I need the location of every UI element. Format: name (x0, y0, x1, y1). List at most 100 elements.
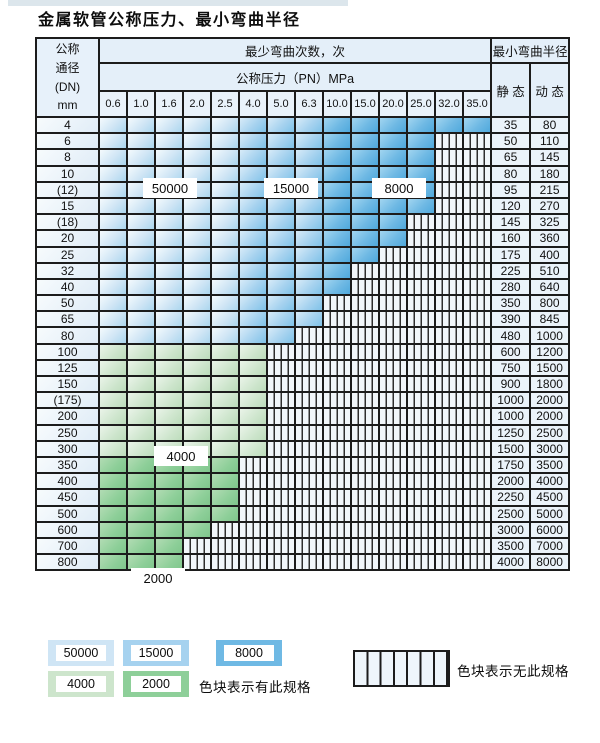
spec-cell (378, 326, 408, 345)
spec-cell (461, 374, 493, 394)
spec-cell (238, 520, 268, 539)
spec-cell (322, 164, 352, 183)
spec-cell (461, 277, 493, 297)
static-radius-cell: 1750 (490, 455, 532, 475)
spec-cell (434, 245, 464, 264)
spec-cell (378, 277, 408, 297)
spec-cell (210, 520, 240, 539)
dynamic-radius-cell: 360 (529, 229, 571, 248)
spec-cell (322, 115, 352, 135)
spec-cell (266, 229, 296, 248)
spec-cell (266, 132, 296, 151)
pressure-value-header: 20.0 (378, 90, 408, 118)
spec-table-wrap: 公称 通径 (DN) mm 最少弯曲次数，次 最小弯曲半径 公称压力（PN）MP… (35, 37, 571, 572)
spec-cell (98, 148, 128, 167)
spec-cell (406, 326, 436, 345)
spec-cell (350, 439, 380, 458)
spec-cell (98, 520, 128, 539)
spec-cell (266, 148, 296, 167)
dn-cell: 10 (35, 164, 100, 183)
spec-cell (461, 261, 493, 280)
spec-cell (322, 132, 352, 151)
spec-cell (434, 423, 464, 442)
spec-cell (461, 472, 493, 491)
spec-cell (461, 245, 493, 264)
spec-cell (378, 374, 408, 394)
spec-cell (182, 504, 212, 523)
legend-swatch: 15000 (123, 640, 189, 666)
spec-cell (126, 455, 156, 475)
spec-cell (378, 520, 408, 539)
dynamic-radius-cell: 1000 (529, 326, 571, 345)
spec-cell (238, 245, 268, 264)
dn-cell: (175) (35, 391, 100, 410)
spec-cell (154, 374, 184, 394)
static-radius-cell: 3000 (490, 520, 532, 539)
spec-cell (406, 342, 436, 361)
spec-cell (126, 342, 156, 361)
spec-cell (294, 213, 324, 232)
spec-cell (126, 326, 156, 345)
spec-cell (182, 277, 212, 297)
spec-cell (434, 148, 464, 167)
spec-cell (322, 180, 352, 199)
spec-cell (266, 245, 296, 264)
table-row: 25 175 400 (35, 245, 571, 264)
spec-cell (154, 342, 184, 361)
pressure-header: 公称压力（PN）MPa (97, 62, 493, 92)
static-radius-cell: 1500 (490, 439, 532, 458)
spec-cell (294, 472, 324, 491)
spec-cell (210, 277, 240, 297)
spec-cell (350, 132, 380, 151)
spec-cell (98, 164, 128, 183)
spec-cell (294, 358, 324, 378)
spec-cell (350, 148, 380, 167)
spec-cell (406, 423, 436, 442)
static-radius-cell: 2500 (490, 504, 532, 523)
spec-cell (126, 164, 156, 183)
spec-cell (406, 294, 436, 313)
spec-cell (461, 504, 493, 523)
dynamic-radius-cell: 325 (529, 213, 571, 232)
pressure-value-header: 10.0 (322, 90, 352, 118)
spec-cell (154, 261, 184, 280)
spec-cell (434, 504, 464, 523)
spec-cell (350, 342, 380, 361)
table-row: (18) 145 325 (35, 213, 571, 232)
spec-cell (434, 374, 464, 394)
spec-cell (266, 115, 296, 135)
legend-swatch-label: 50000 (56, 645, 106, 661)
dynamic-radius-cell: 845 (529, 310, 571, 329)
table-body: 4 35 80 6 50 110 8 65 145 10 80 180 (12) 95 215 15 120 27… (35, 115, 571, 572)
spec-cell (238, 374, 268, 394)
dynamic-radius-cell: 2000 (529, 391, 571, 410)
dynamic-radius-cell: 270 (529, 196, 571, 216)
legend-swatch-label: 15000 (131, 645, 181, 661)
spec-cell (406, 229, 436, 248)
spec-cell (378, 488, 408, 507)
spec-cell (434, 391, 464, 410)
spec-cell (238, 472, 268, 491)
spec-cell (461, 520, 493, 539)
dn-cell: 150 (35, 374, 100, 394)
static-radius-cell: 4000 (490, 553, 532, 572)
pressure-value-header: 1.0 (126, 90, 156, 118)
spec-cell (98, 132, 128, 151)
spec-cell (461, 115, 493, 135)
spec-cell (154, 553, 184, 572)
spec-cell (154, 310, 184, 329)
spec-cell (434, 407, 464, 426)
spec-cell (238, 310, 268, 329)
spec-cell (266, 196, 296, 216)
spec-cell (266, 407, 296, 426)
static-radius-cell: 175 (490, 245, 532, 264)
spec-cell (238, 196, 268, 216)
pressure-value-header: 0.6 (98, 90, 128, 118)
pressure-value-header: 2.0 (182, 90, 212, 118)
spec-cell (98, 423, 128, 442)
spec-cell (126, 132, 156, 151)
spec-cell (238, 407, 268, 426)
static-radius-cell: 95 (490, 180, 532, 199)
spec-cell (126, 229, 156, 248)
static-radius-cell: 600 (490, 342, 532, 361)
